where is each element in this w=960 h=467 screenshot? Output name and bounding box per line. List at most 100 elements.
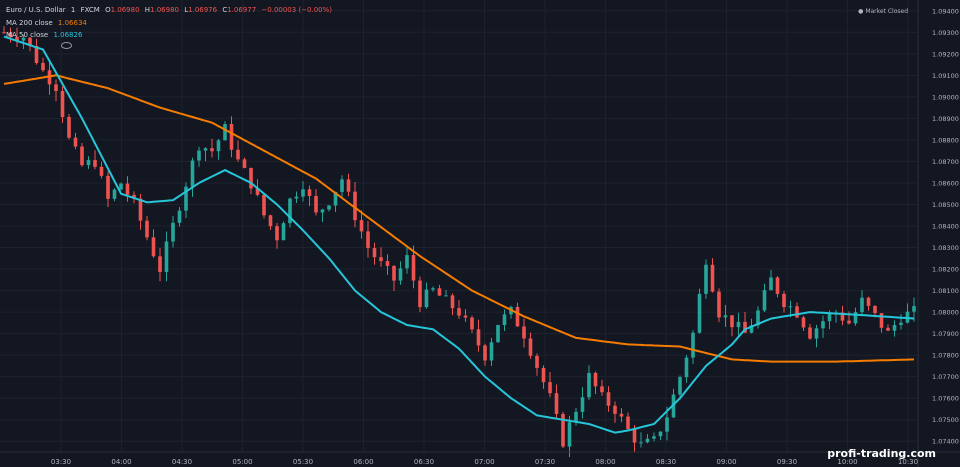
- open-value: 1.06980: [110, 6, 140, 14]
- candle: [580, 387, 585, 419]
- candle: [8, 27, 13, 43]
- candle: [502, 309, 507, 332]
- candle: [450, 293, 455, 316]
- candle: [262, 194, 266, 219]
- change-value: −0.00003 (−0.00%): [261, 6, 333, 14]
- candle: [444, 289, 448, 297]
- ma50-line: [3, 35, 915, 434]
- candle: [385, 254, 390, 275]
- candle: [775, 276, 780, 298]
- candle: [424, 282, 429, 309]
- price-tick-label: 1.08900: [932, 115, 959, 123]
- time-tick-label: 06:00: [353, 458, 373, 466]
- candle: [99, 161, 104, 179]
- candle: [340, 175, 344, 198]
- candle: [353, 182, 357, 228]
- candle: [509, 305, 513, 319]
- candle: [112, 188, 117, 202]
- time-tick-label: 10:30: [898, 458, 918, 466]
- candle: [905, 303, 910, 324]
- price-tick-label: 1.07600: [932, 395, 959, 403]
- ma200-legend[interactable]: MA 200 close 1.06634: [6, 19, 90, 27]
- open-label: O: [105, 6, 111, 14]
- candle: [548, 371, 552, 398]
- time-tick-label: 08:30: [656, 458, 676, 466]
- candle: [372, 242, 377, 265]
- candle: [392, 265, 396, 292]
- candle: [184, 182, 188, 219]
- candle: [801, 315, 806, 331]
- candle: [281, 221, 286, 241]
- candle: [860, 290, 864, 315]
- candle: [229, 116, 234, 158]
- candle: [301, 181, 305, 202]
- candle: [736, 312, 741, 336]
- low-value: 1.06976: [188, 6, 218, 14]
- candle: [515, 302, 520, 327]
- candle: [86, 156, 91, 169]
- candlestick-series: [2, 26, 916, 457]
- price-tick-label: 1.08700: [932, 158, 959, 166]
- candle: [483, 343, 487, 366]
- candle: [151, 229, 156, 258]
- symbol-name[interactable]: Euro / U.S. Dollar: [6, 6, 66, 14]
- exchange: FXCM: [80, 6, 100, 14]
- eye-icon[interactable]: [61, 42, 72, 49]
- candle: [626, 412, 630, 430]
- ma50-legend[interactable]: MA 50 close 1.06826: [6, 31, 85, 39]
- price-tick-label: 1.09100: [932, 72, 959, 80]
- candle: [431, 286, 435, 292]
- candle: [171, 215, 175, 248]
- candle: [398, 261, 403, 285]
- price-tick-label: 1.07700: [932, 373, 959, 381]
- candle: [678, 375, 682, 400]
- candle: [197, 146, 201, 167]
- candle: [307, 185, 312, 207]
- candle: [782, 291, 786, 313]
- time-tick-label: 09:30: [777, 458, 797, 466]
- candle: [463, 309, 468, 322]
- candle: [366, 220, 370, 258]
- candle: [821, 315, 825, 338]
- price-tick-label: 1.09000: [932, 93, 959, 101]
- candle: [15, 27, 19, 47]
- price-tick-label: 1.09200: [932, 50, 959, 58]
- candle: [457, 300, 461, 319]
- candle: [93, 150, 97, 170]
- candle: [892, 320, 897, 337]
- candle: [288, 197, 292, 228]
- candle: [223, 121, 227, 141]
- candle: [762, 283, 767, 312]
- candle: [67, 113, 71, 140]
- price-tick-label: 1.08800: [932, 136, 959, 144]
- candle: [593, 371, 598, 394]
- time-axis: 03:30 04:00 04:30 05:00 05:30 06:00 06:30 07:00…: [51, 458, 918, 466]
- candle: [717, 288, 721, 323]
- high-label: H: [144, 6, 151, 14]
- watermark: profi-trading.com: [827, 447, 936, 460]
- candle: [2, 26, 6, 34]
- price-tick-label: 1.08400: [932, 223, 959, 231]
- ma200-value: 1.06634: [57, 19, 87, 27]
- candle: [808, 323, 812, 340]
- time-tick-label: 08:00: [595, 458, 615, 466]
- price-tick-label: 1.08000: [932, 309, 959, 317]
- interval[interactable]: 1: [70, 6, 76, 14]
- time-tick-label: 05:30: [293, 458, 313, 466]
- candle: [723, 304, 728, 327]
- candle: [236, 140, 240, 162]
- candle: [899, 314, 903, 330]
- candle: [814, 324, 819, 348]
- candle: [379, 247, 383, 267]
- candle: [535, 353, 539, 376]
- candle: [554, 384, 559, 419]
- candle: [587, 365, 591, 401]
- time-tick-label: 06:30: [414, 458, 434, 466]
- candle: [268, 214, 273, 230]
- candle: [190, 157, 195, 197]
- price-tick-label: 1.08500: [932, 201, 959, 209]
- candle: [21, 34, 26, 50]
- candle: [567, 415, 572, 457]
- candle: [405, 246, 409, 274]
